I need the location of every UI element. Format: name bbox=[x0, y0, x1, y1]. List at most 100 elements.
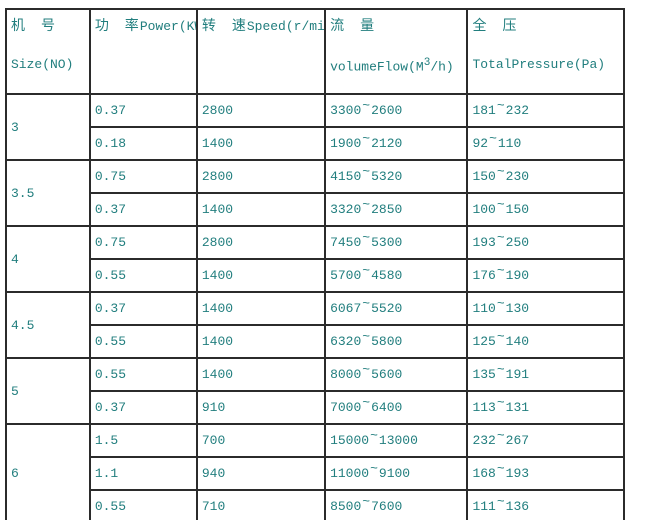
range-tilde: ~ bbox=[370, 428, 378, 443]
flow-cell: 3300~2600 bbox=[324, 93, 469, 128]
range-tilde: ~ bbox=[496, 428, 505, 443]
range-tilde: ~ bbox=[496, 296, 505, 311]
table-row: 3 0.37 2800 3300~2600 181~232 bbox=[5, 93, 625, 161]
table-body: 3 0.37 2800 3300~2600 181~232 0.18 1400 1900~21… bbox=[5, 93, 625, 520]
pressure-cell: 176~190 bbox=[466, 258, 625, 293]
header-size-en: Size(NO) bbox=[11, 57, 74, 72]
speed-cell: 1400 bbox=[195, 291, 327, 326]
pressure-cell: 193~250 bbox=[466, 225, 625, 260]
speed-cell: 1400 bbox=[195, 357, 327, 392]
power-cell: 0.37 bbox=[88, 93, 198, 128]
table-row: 0.55 1400 5700~4580 176~190 bbox=[6, 258, 625, 293]
range-tilde: ~ bbox=[496, 263, 505, 278]
header-speed: 转 速Speed(r/min) bbox=[195, 8, 327, 95]
header-pressure-zh: 全 压 bbox=[472, 18, 518, 34]
table-row: 0.55 710 8500~7600 111~136 bbox=[6, 489, 625, 520]
pressure-cell: 135~191 bbox=[466, 357, 625, 392]
header-size-zh: 机 号 bbox=[11, 18, 56, 34]
power-cell: 0.37 bbox=[88, 192, 198, 227]
flow-cell: 4150~5320 bbox=[324, 159, 469, 194]
range-tilde: ~ bbox=[496, 197, 505, 212]
range-tilde: ~ bbox=[362, 98, 371, 113]
flow-cell: 5700~4580 bbox=[324, 258, 469, 293]
range-tilde: ~ bbox=[496, 362, 505, 377]
speed-cell: 1400 bbox=[195, 126, 327, 161]
range-tilde: ~ bbox=[362, 197, 371, 212]
range-tilde: ~ bbox=[362, 494, 371, 509]
flow-cell: 8000~5600 bbox=[324, 357, 469, 392]
size-cell: 3.5 bbox=[5, 159, 91, 227]
size-cell: 4.5 bbox=[5, 291, 91, 359]
speed-cell: 1400 bbox=[195, 258, 327, 293]
flow-cell: 6067~5520 bbox=[324, 291, 469, 326]
range-tilde: ~ bbox=[362, 395, 371, 410]
flow-cell: 1900~2120 bbox=[324, 126, 469, 161]
range-tilde: ~ bbox=[496, 98, 505, 113]
power-cell: 0.37 bbox=[88, 390, 198, 425]
table-row: 1.1 940 11000~9100 168~193 bbox=[6, 456, 625, 491]
speed-cell: 940 bbox=[195, 456, 327, 491]
table-row: 5 0.55 1400 8000~5600 135~191 bbox=[5, 357, 625, 425]
table-row: 4 0.75 2800 7450~5300 193~250 bbox=[5, 225, 625, 293]
pressure-cell: 168~193 bbox=[466, 456, 625, 491]
range-tilde: ~ bbox=[362, 329, 371, 344]
range-tilde: ~ bbox=[362, 164, 371, 179]
header-size: 机 号 Size(NO) bbox=[5, 8, 91, 95]
flow-cell: 15000~13000 bbox=[324, 423, 469, 458]
power-cell: 0.18 bbox=[88, 126, 198, 161]
power-cell: 0.75 bbox=[88, 225, 198, 260]
pressure-cell: 111~136 bbox=[466, 489, 625, 520]
pressure-cell: 232~267 bbox=[466, 423, 625, 458]
speed-cell: 700 bbox=[195, 423, 327, 458]
flow-cell: 7000~6400 bbox=[324, 390, 469, 425]
header-row: 机 号 Size(NO) 功 率Power(KW) 转 速Speed(r/min… bbox=[5, 8, 625, 95]
flow-cell: 8500~7600 bbox=[324, 489, 469, 520]
table-row: 0.37 910 7000~6400 113~131 bbox=[6, 390, 625, 425]
speed-cell: 910 bbox=[195, 390, 327, 425]
header-speed-zh: 转 速 bbox=[201, 18, 247, 34]
flow-cell: 7450~5300 bbox=[324, 225, 469, 260]
table-row: 0.18 1400 1900~2120 92~110 bbox=[6, 126, 625, 161]
flow-cell: 6320~5800 bbox=[324, 324, 469, 359]
header-power: 功 率Power(KW) bbox=[88, 8, 198, 95]
pressure-cell: 113~131 bbox=[466, 390, 625, 425]
table-row: 0.37 1400 3320~2850 100~150 bbox=[6, 192, 625, 227]
pressure-cell: 125~140 bbox=[466, 324, 625, 359]
power-cell: 0.55 bbox=[88, 258, 198, 293]
fan-spec-table: 机 号 Size(NO) 功 率Power(KW) 转 速Speed(r/min… bbox=[5, 8, 625, 520]
range-tilde: ~ bbox=[496, 164, 505, 179]
table-row: 0.55 1400 6320~5800 125~140 bbox=[6, 324, 625, 359]
range-tilde: ~ bbox=[496, 461, 505, 476]
speed-cell: 1400 bbox=[195, 192, 327, 227]
header-pressure: 全 压 TotalPressure(Pa) bbox=[466, 8, 625, 95]
table-row: 6 1.5 700 15000~13000 232~267 bbox=[5, 423, 625, 520]
range-tilde: ~ bbox=[362, 230, 371, 245]
range-tilde: ~ bbox=[496, 329, 505, 344]
table-row: 3.5 0.75 2800 4150~5320 150~230 bbox=[5, 159, 625, 227]
range-tilde: ~ bbox=[362, 263, 371, 278]
table-row: 4.5 0.37 1400 6067~5520 110~130 bbox=[5, 291, 625, 359]
power-cell: 1.1 bbox=[88, 456, 198, 491]
flow-cell: 11000~9100 bbox=[324, 456, 469, 491]
header-power-zh: 功 率 bbox=[94, 18, 140, 34]
range-tilde: ~ bbox=[496, 494, 505, 509]
speed-cell: 1400 bbox=[195, 324, 327, 359]
power-cell: 1.5 bbox=[88, 423, 198, 458]
pressure-cell: 181~232 bbox=[466, 93, 625, 128]
header-power-en: Power(KW) bbox=[139, 19, 195, 34]
speed-cell: 2800 bbox=[195, 225, 327, 260]
range-tilde: ~ bbox=[496, 230, 505, 245]
speed-cell: 2800 bbox=[195, 159, 327, 194]
power-cell: 0.37 bbox=[88, 291, 198, 326]
power-cell: 0.55 bbox=[88, 357, 198, 392]
power-cell: 0.55 bbox=[88, 489, 198, 520]
pressure-cell: 100~150 bbox=[466, 192, 625, 227]
speed-cell: 710 bbox=[195, 489, 327, 520]
flow-cell: 3320~2850 bbox=[324, 192, 469, 227]
range-tilde: ~ bbox=[370, 461, 378, 476]
size-cell: 6 bbox=[5, 423, 91, 520]
range-tilde: ~ bbox=[496, 395, 505, 410]
range-tilde: ~ bbox=[362, 296, 371, 311]
speed-cell: 2800 bbox=[195, 93, 327, 128]
